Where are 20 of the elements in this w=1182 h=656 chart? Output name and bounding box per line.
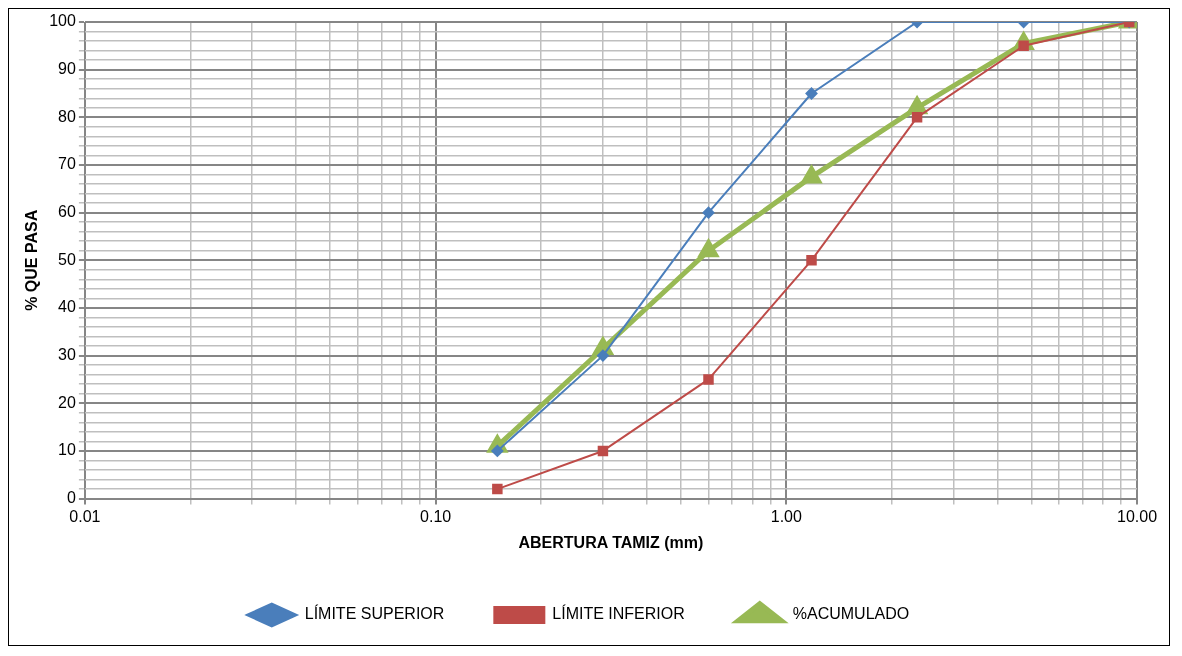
y-tick-label: 90 — [58, 60, 76, 78]
x-axis-title: ABERTURA TAMIZ (mm) — [518, 533, 704, 551]
legend-label: LÍMITE SUPERIOR — [304, 604, 445, 623]
y-tick-label: 70 — [58, 155, 76, 173]
legend-label: LÍMITE INFERIOR — [552, 604, 685, 623]
y-tick-label: 60 — [58, 203, 76, 221]
y-tick-label: 100 — [49, 12, 76, 30]
y-tick-label: 10 — [58, 441, 76, 459]
x-tick-label: 0.01 — [69, 507, 101, 525]
y-tick-label: 40 — [58, 298, 76, 316]
x-tick-label: 1.00 — [770, 507, 802, 525]
x-tick-label: 10.00 — [1116, 507, 1158, 525]
x-tick-label: 0.10 — [420, 507, 452, 525]
legend-label: %ACUMULADO — [792, 605, 910, 623]
y-tick-label: 80 — [58, 107, 76, 125]
y-tick-label: 20 — [58, 393, 76, 411]
y-tick-label: 30 — [58, 346, 76, 364]
y-axis-title: % QUE PASA — [23, 209, 41, 311]
y-tick-label: 50 — [58, 250, 76, 268]
y-tick-label: 0 — [66, 489, 76, 507]
